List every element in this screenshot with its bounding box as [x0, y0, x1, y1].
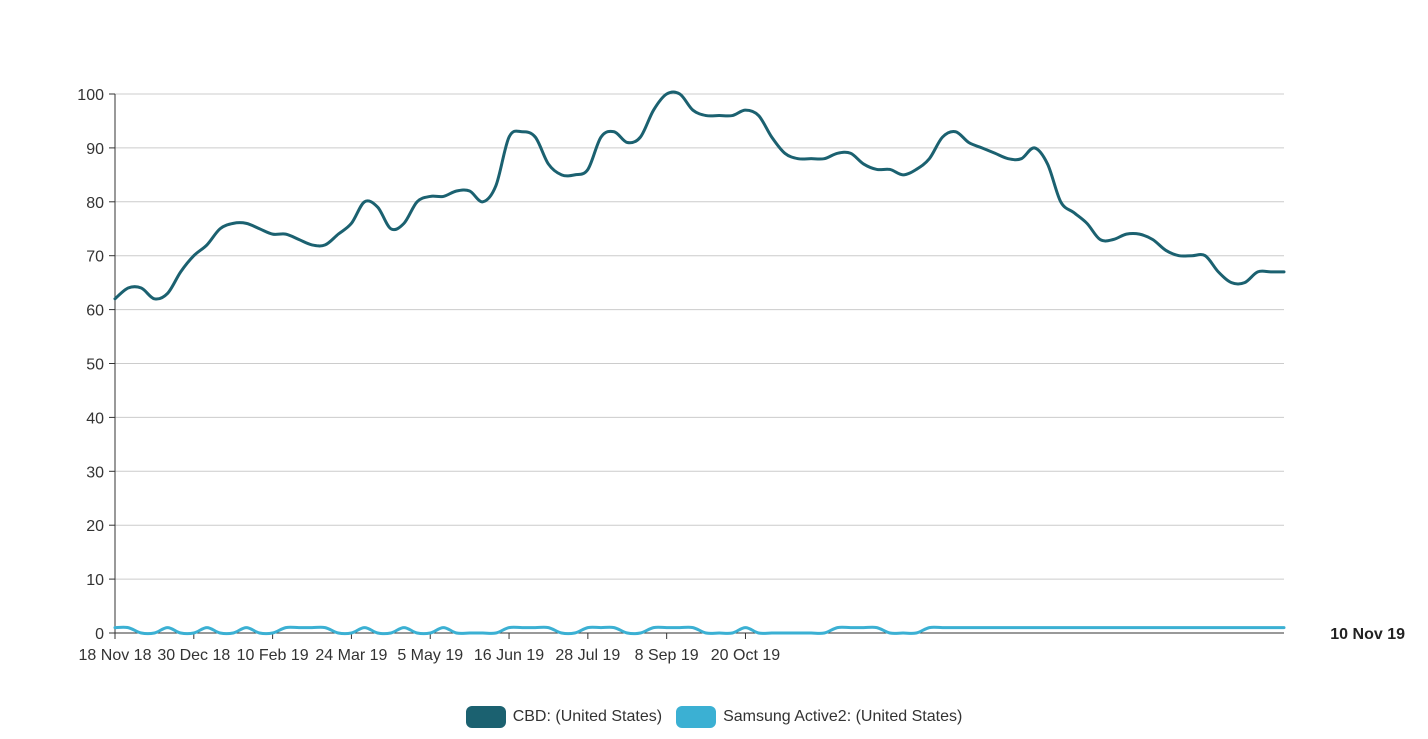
y-tick-label: 80	[86, 195, 104, 212]
x-tick-label: 16 Jun 19	[474, 647, 544, 664]
y-tick-label: 0	[95, 626, 104, 643]
legend-label-samsung: Samsung Active2: (United States)	[723, 708, 963, 725]
x-tick-label: 5 May 19	[397, 647, 463, 664]
y-tick-label: 40	[86, 410, 104, 427]
legend-item-samsung[interactable]: Samsung Active2: (United States)	[676, 706, 962, 728]
legend-item-cbd[interactable]: CBD: (United States)	[465, 706, 663, 728]
x-tick-label: 28 Jul 19	[555, 647, 620, 664]
legend-swatch-samsung	[676, 706, 717, 728]
x-tick-label: 18 Nov 18	[79, 647, 152, 664]
trend-chart: 0 10 20 30 40 50 60 70 80 90 100 18 Nov 18 30 Dec 18…	[77, 87, 1405, 664]
x-tick-label: 8 Sep 19	[635, 647, 699, 664]
end-date-label: 10 Nov 19	[1330, 626, 1405, 643]
x-tick-label: 30 Dec 18	[157, 647, 230, 664]
y-tick-label: 30	[86, 464, 104, 481]
x-tick-label: 20 Oct 19	[711, 647, 780, 664]
y-tick-label: 50	[86, 357, 104, 374]
gridlines	[115, 93, 1284, 634]
series-line-cbd[interactable]	[113, 90, 1286, 301]
y-tick-label: 90	[86, 141, 104, 158]
series-line-samsung-active2[interactable]	[113, 625, 1286, 636]
x-tick-label: 24 Mar 19	[315, 647, 387, 664]
y-tick-label: 100	[77, 87, 104, 104]
y-tick-label: 10	[86, 572, 104, 589]
legend: CBD: (United States) Samsung Active2: (U…	[0, 706, 1428, 728]
tick-labels: 0 10 20 30 40 50 60 70 80 90 100 18 Nov 18 30 Dec 18…	[77, 87, 1405, 664]
legend-label-cbd: CBD: (United States)	[512, 708, 663, 725]
x-tick-label: 10 Feb 19	[237, 647, 309, 664]
series-lines	[113, 90, 1286, 636]
y-tick-label: 20	[86, 518, 104, 535]
y-tick-label: 60	[86, 303, 104, 320]
legend-swatch-cbd	[465, 706, 506, 728]
axes	[109, 93, 1284, 639]
y-tick-label: 70	[86, 249, 104, 266]
